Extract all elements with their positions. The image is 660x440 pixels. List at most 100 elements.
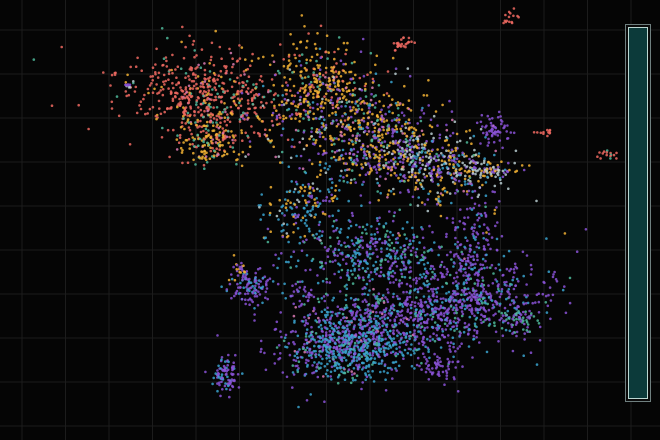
scatter-point bbox=[393, 171, 397, 175]
scatter-point bbox=[368, 352, 372, 355]
scatter-point bbox=[496, 173, 500, 177]
scatter-point bbox=[364, 319, 367, 323]
scatter-point bbox=[375, 350, 378, 354]
scatter-point bbox=[519, 313, 523, 317]
scatter-point bbox=[309, 333, 313, 337]
scatter-point bbox=[205, 131, 208, 135]
scatter-point bbox=[331, 101, 335, 105]
scatter-point bbox=[336, 330, 339, 334]
scatter-point bbox=[500, 234, 504, 238]
scatter-point bbox=[227, 141, 230, 145]
scatter-point bbox=[485, 317, 489, 321]
scatter-point bbox=[186, 111, 190, 115]
scatter-point bbox=[486, 163, 489, 166]
scatter-point bbox=[422, 187, 425, 190]
scatter-point bbox=[304, 113, 308, 116]
scatter-point bbox=[402, 354, 405, 358]
scatter-point bbox=[319, 24, 323, 28]
scatter-point bbox=[430, 139, 434, 143]
scatter-point bbox=[251, 284, 254, 288]
scatter-point bbox=[251, 88, 254, 92]
scatter-point bbox=[310, 330, 314, 334]
scatter-point bbox=[477, 241, 480, 245]
scatter-point bbox=[473, 314, 476, 318]
scatter-point bbox=[303, 185, 307, 189]
scatter-point bbox=[253, 313, 256, 316]
scatter-point bbox=[312, 117, 315, 121]
scatter-point bbox=[195, 54, 198, 57]
scatter-point bbox=[457, 154, 461, 157]
scatter-point bbox=[423, 326, 427, 330]
scatter-point bbox=[358, 134, 361, 137]
scatter-point bbox=[295, 64, 298, 68]
scatter-point bbox=[181, 161, 184, 165]
scatter-point bbox=[418, 161, 422, 164]
scatter-point bbox=[333, 272, 336, 276]
scatter-point bbox=[415, 279, 419, 283]
scatter-point bbox=[463, 257, 466, 261]
scatter-point bbox=[390, 119, 394, 122]
scatter-point bbox=[380, 114, 384, 118]
scatter-point bbox=[328, 85, 332, 88]
scatter-point bbox=[480, 300, 483, 303]
scatter-point bbox=[205, 93, 209, 97]
scatter-point bbox=[324, 75, 327, 79]
scatter-point bbox=[347, 123, 351, 127]
scatter-point bbox=[497, 165, 500, 169]
scatter-point bbox=[464, 325, 468, 329]
scatter-point bbox=[388, 344, 392, 347]
scatter-point bbox=[160, 136, 164, 139]
scatter-point bbox=[472, 134, 476, 138]
scatter-point bbox=[367, 318, 371, 322]
scatter-point bbox=[227, 360, 230, 364]
scatter-point bbox=[337, 70, 341, 74]
scatter-point bbox=[194, 73, 197, 77]
scatter-point bbox=[445, 128, 449, 132]
scatter-point bbox=[149, 75, 152, 78]
scatter-point bbox=[448, 162, 452, 166]
scatter-point bbox=[494, 175, 497, 179]
scatter-point bbox=[309, 354, 313, 357]
scatter-point bbox=[303, 76, 307, 79]
scatter-point bbox=[199, 108, 203, 112]
scatter-point bbox=[510, 21, 514, 25]
scatter-point bbox=[413, 312, 417, 316]
scatter-point bbox=[404, 120, 408, 124]
scatter-point bbox=[260, 100, 263, 104]
scatter-point bbox=[242, 70, 246, 73]
scatter-point bbox=[284, 206, 288, 209]
scatter-point bbox=[323, 246, 327, 249]
scatter-point bbox=[492, 314, 495, 317]
scatter-point bbox=[248, 107, 251, 111]
scatter-point bbox=[483, 157, 487, 160]
scatter-point bbox=[348, 138, 351, 141]
scatter-point bbox=[515, 295, 518, 299]
scatter-point bbox=[239, 115, 243, 119]
scatter-point bbox=[501, 314, 505, 317]
scatter-point bbox=[346, 168, 349, 171]
scatter-point bbox=[393, 271, 397, 275]
scatter-point bbox=[514, 284, 517, 287]
scatter-point bbox=[394, 260, 397, 264]
scatter-point bbox=[236, 91, 239, 94]
scatter-point bbox=[449, 350, 452, 353]
scatter-point bbox=[403, 84, 406, 88]
scatter-point bbox=[327, 77, 331, 80]
scatter-point bbox=[422, 147, 425, 151]
scatter-point bbox=[259, 204, 262, 207]
scatter-point bbox=[456, 347, 460, 350]
scatter-point bbox=[512, 314, 516, 317]
scatter-point bbox=[279, 352, 282, 355]
scatter-point bbox=[294, 216, 297, 220]
scatter-point bbox=[505, 313, 508, 317]
scatter-point bbox=[292, 314, 296, 318]
scatter-point bbox=[306, 346, 309, 350]
scatter-point bbox=[319, 355, 323, 358]
scatter-point bbox=[421, 106, 424, 110]
scatter-point bbox=[408, 153, 412, 156]
scatter-point bbox=[430, 325, 434, 329]
scatter-point bbox=[293, 203, 297, 206]
scatter-point bbox=[388, 336, 392, 340]
